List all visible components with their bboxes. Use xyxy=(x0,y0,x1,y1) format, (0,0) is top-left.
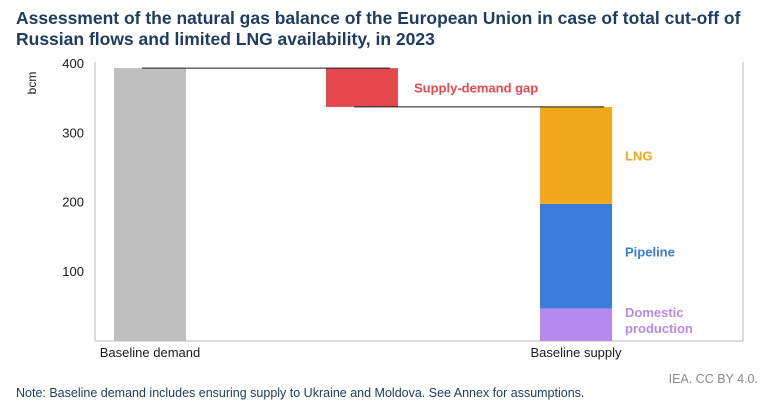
bars xyxy=(114,68,612,341)
footnote: Note: Baseline demand includes ensuring … xyxy=(16,386,585,400)
annotations: Supply-demand gap LNG Pipeline Domestic prod… xyxy=(414,81,693,337)
bar-demand xyxy=(114,68,186,341)
label-pipeline: Pipeline xyxy=(625,245,675,260)
y-axis-label: bcm xyxy=(25,72,39,95)
label-lng: LNG xyxy=(625,148,652,163)
bar-gap xyxy=(326,68,398,107)
label-gap: Supply-demand gap xyxy=(414,81,538,96)
y-tick-label: 300 xyxy=(62,125,84,140)
label-domestic: Domestic production xyxy=(625,305,693,336)
y-tick-label: 200 xyxy=(62,195,84,210)
source-credit: IEA. CC BY 4.0. xyxy=(668,372,758,386)
y-tick-label: 400 xyxy=(62,56,84,71)
chart-title: Assessment of the natural gas balance of… xyxy=(16,8,741,49)
x-axis-labels: Baseline demand Baseline supply xyxy=(100,345,622,360)
y-tick-label: 100 xyxy=(62,264,84,279)
x-tick-label: Baseline demand xyxy=(100,345,200,360)
x-tick-label: Baseline supply xyxy=(530,345,622,360)
connectors xyxy=(142,67,604,108)
bar-lng xyxy=(540,106,612,204)
bar-domestic xyxy=(540,308,612,341)
y-axis-ticks: 100 200 300 400 xyxy=(62,56,84,279)
bar-pipeline xyxy=(540,203,612,309)
